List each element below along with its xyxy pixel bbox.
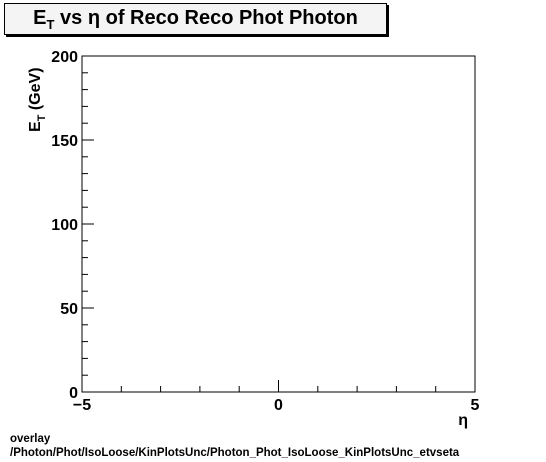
x-axis-label: η: [458, 412, 468, 429]
chart-title: ET vs η of Reco Reco Phot Photon: [33, 7, 358, 32]
y-axis-tick-labels: 0 50 100 150 200: [51, 49, 78, 402]
x-tick-label: 5: [471, 397, 480, 414]
y-axis-ticks: [82, 55, 94, 393]
y-tick-label: 200: [51, 49, 78, 66]
footer-line-1: overlay: [10, 433, 51, 445]
chart-title-box: ET vs η of Reco Reco Phot Photon: [4, 3, 387, 35]
y-axis-label: ET (GeV): [27, 67, 48, 132]
x-tick-label: −5: [73, 397, 91, 414]
plot-frame: [81, 55, 476, 393]
y-tick-label: 50: [60, 301, 78, 318]
footer-caption: overlay /Photon/Phot/IsoLoose/KinPlotsUn…: [10, 432, 459, 460]
y-tick-label: 150: [51, 133, 78, 150]
y-tick-label: 100: [51, 217, 78, 234]
footer-line-2: /Photon/Phot/IsoLoose/KinPlotsUnc/Photon…: [10, 447, 460, 459]
y-tick-label: 0: [69, 385, 78, 402]
x-axis-ticks: [81, 380, 476, 392]
x-axis-tick-labels: −5 0 5: [73, 397, 480, 414]
x-tick-label: 0: [274, 397, 283, 414]
